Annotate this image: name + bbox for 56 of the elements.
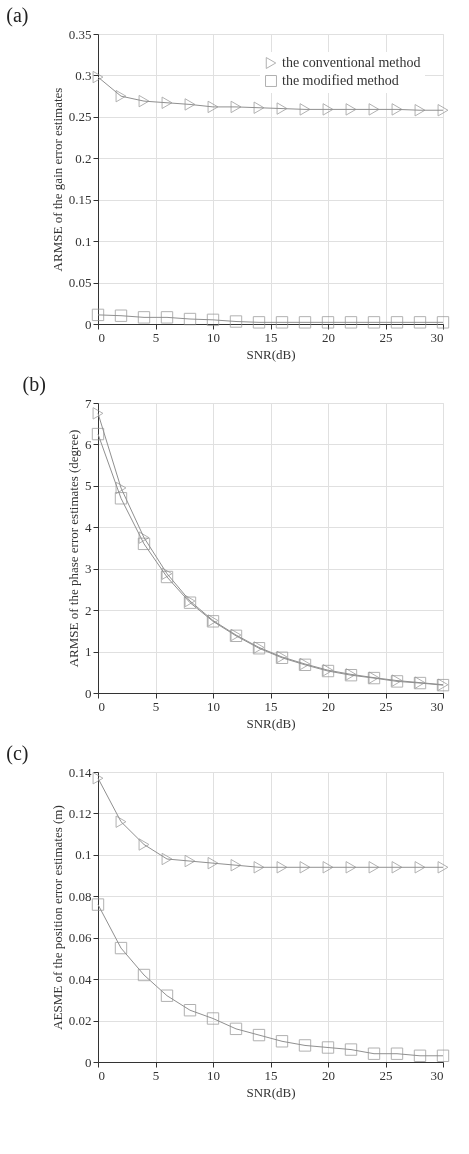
y-tick-label: 0.3 (75, 67, 92, 83)
x-tick-label: 30 (430, 329, 444, 345)
y-tick-label: 0.15 (68, 192, 92, 208)
x-tick-label: 30 (430, 1067, 444, 1083)
x-tick-label: 15 (264, 1067, 278, 1083)
y-tick-label: 0.06 (68, 930, 92, 946)
x-axis-title: SNR(dB) (246, 1084, 296, 1100)
x-tick-label: 20 (322, 1067, 335, 1083)
legend-label: the conventional method (282, 55, 421, 70)
x-tick-label: 0 (98, 1067, 105, 1083)
chart-title: (b) (22, 373, 46, 396)
y-tick-label: 0 (85, 316, 92, 332)
y-axis-title: ARMSE of the gain error estimates (49, 87, 65, 272)
x-tick-label: 5 (152, 698, 160, 714)
y-tick-label: 5 (85, 478, 92, 494)
y-tick-label: 0.12 (68, 805, 92, 821)
y-tick-label: 4 (85, 519, 92, 535)
y-tick-label: 0.25 (68, 109, 92, 125)
y-tick-label: 7 (85, 395, 92, 411)
y-tick-label: 3 (85, 561, 92, 577)
y-tick-label: 0.2 (75, 150, 92, 166)
chart-title: (a) (6, 4, 29, 27)
y-tick-label: 0.14 (68, 764, 92, 780)
x-tick-label: 10 (207, 698, 220, 714)
x-tick-label: 25 (379, 698, 393, 714)
y-axis-title: AESME of the position error estimates (m) (49, 805, 65, 1030)
x-tick-label: 20 (322, 329, 335, 345)
y-tick-label: 0.04 (68, 971, 92, 987)
x-axis-title: SNR(dB) (246, 346, 296, 362)
x-tick-label: 15 (264, 698, 278, 714)
y-axis-title: ARMSE of the phase error estimates (degree) (66, 429, 81, 668)
y-tick-label: 0 (85, 1054, 92, 1070)
x-tick-label: 20 (322, 698, 335, 714)
x-tick-label: 5 (152, 329, 160, 345)
x-tick-label: 5 (152, 1067, 160, 1083)
x-tick-label: 0 (98, 698, 105, 714)
y-tick-label: 0.1 (75, 847, 92, 863)
x-tick-label: 10 (207, 329, 220, 345)
y-tick-label: 0 (85, 685, 92, 701)
x-tick-label: 0 (98, 329, 105, 345)
chart-title: (c) (6, 742, 29, 765)
x-tick-label: 10 (207, 1067, 220, 1083)
y-tick-label: 1 (85, 644, 92, 660)
y-tick-label: 0.35 (68, 26, 92, 42)
y-tick-label: 2 (85, 602, 92, 618)
y-tick-label: 0.02 (68, 1013, 92, 1029)
x-tick-label: 15 (264, 329, 278, 345)
y-tick-label: 0.05 (68, 275, 92, 291)
legend-label: the modified method (282, 73, 399, 88)
y-tick-label: 0.1 (75, 233, 92, 249)
x-tick-label: 30 (430, 698, 444, 714)
y-tick-label: 0.08 (68, 888, 92, 904)
x-tick-label: 25 (379, 329, 393, 345)
x-tick-label: 25 (379, 1067, 393, 1083)
x-axis-title: SNR(dB) (246, 715, 296, 731)
y-tick-label: 6 (85, 436, 92, 452)
